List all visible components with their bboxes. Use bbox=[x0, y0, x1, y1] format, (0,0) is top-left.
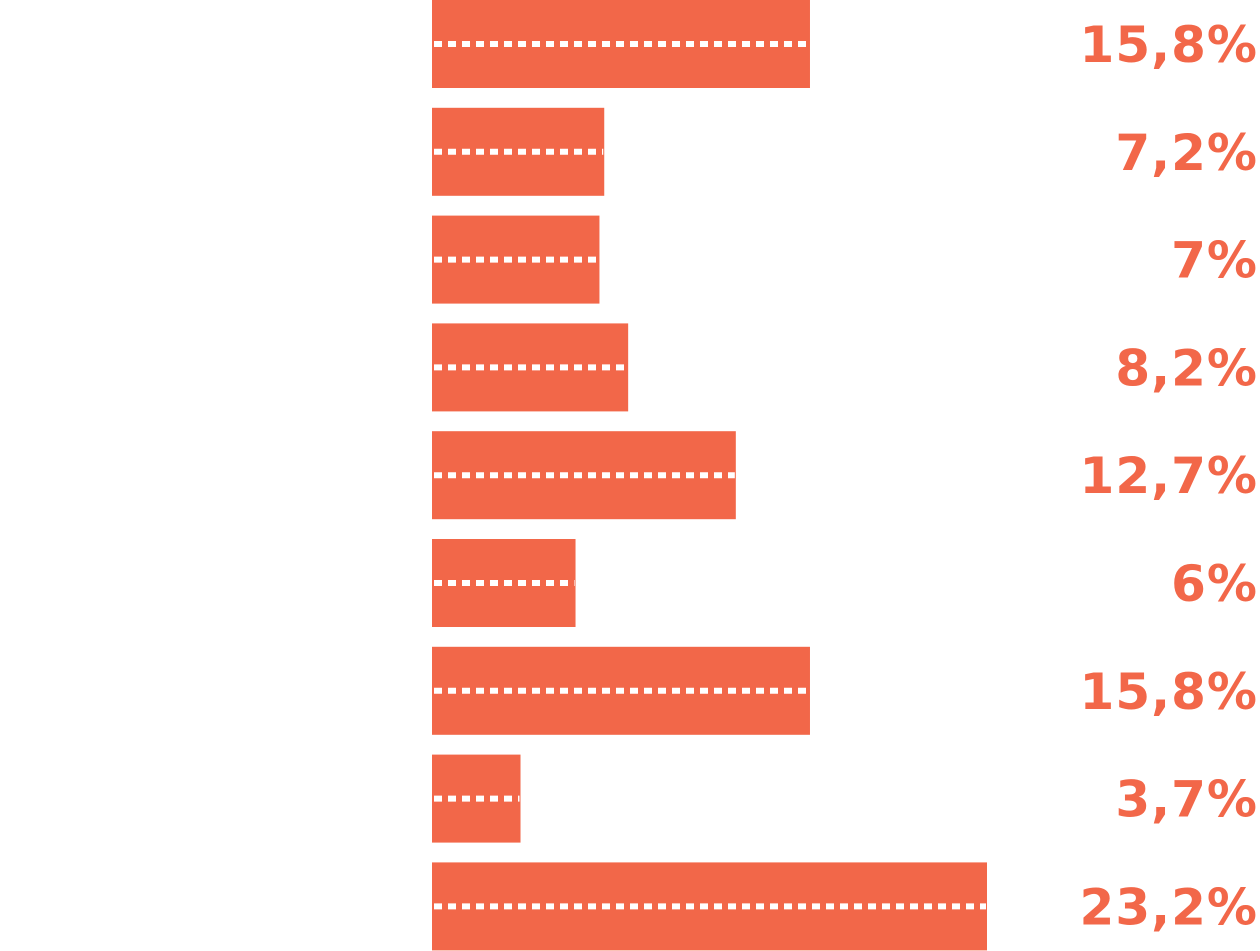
value-label: 7% bbox=[1171, 232, 1258, 290]
value-label: 8,2% bbox=[1115, 339, 1258, 397]
value-label: 7,2% bbox=[1115, 124, 1258, 182]
bar-group: 6% bbox=[432, 539, 1258, 627]
bar-group: 3,7% bbox=[432, 754, 1258, 843]
bar-group: 8,2% bbox=[432, 323, 1258, 412]
value-label: 6% bbox=[1171, 555, 1258, 613]
bar-group: 12,7% bbox=[432, 431, 1258, 520]
value-label: 15,8% bbox=[1080, 16, 1258, 74]
value-label: 12,7% bbox=[1080, 447, 1258, 505]
value-label: 15,8% bbox=[1080, 663, 1258, 721]
bar-group: 7,2% bbox=[432, 107, 1258, 196]
bar-group: 15,8% bbox=[432, 0, 1258, 88]
value-label: 23,2% bbox=[1080, 878, 1258, 936]
bar-group: 23,2% bbox=[432, 862, 1258, 951]
bar-group: 15,8% bbox=[432, 646, 1258, 735]
bar bbox=[432, 323, 629, 412]
bar bbox=[432, 215, 600, 304]
value-label: 3,7% bbox=[1115, 771, 1258, 829]
bar-group: 7% bbox=[432, 215, 1258, 304]
